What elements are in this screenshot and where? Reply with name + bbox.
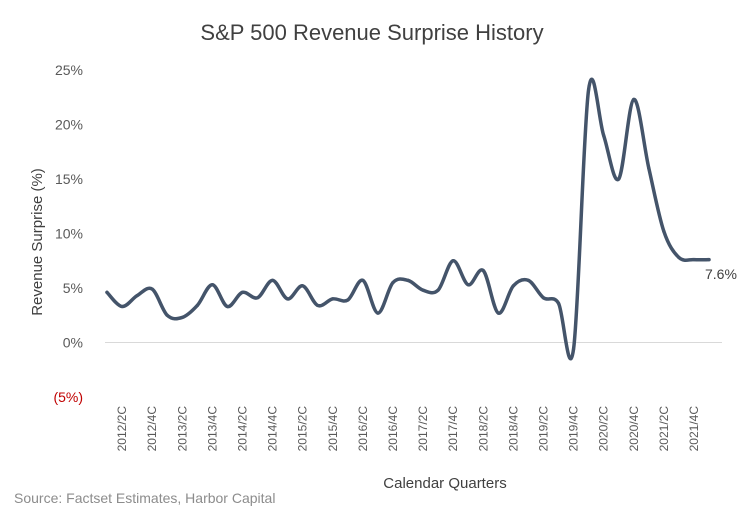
data-point — [286, 297, 290, 301]
data-point — [556, 301, 561, 305]
x-tick-label: 2017/2C — [416, 406, 430, 452]
chart-title: S&P 500 Revenue Surprise History — [200, 20, 543, 45]
series-line — [105, 77, 711, 361]
data-point — [301, 284, 305, 288]
y-tick-label: 5% — [63, 280, 83, 296]
x-tick-label: 2016/2C — [356, 406, 370, 452]
data-point — [180, 315, 184, 320]
data-point — [496, 311, 500, 315]
x-tick-label: 2012/4C — [145, 406, 159, 452]
data-point — [135, 294, 139, 298]
data-point — [451, 259, 455, 263]
x-tick-label: 2018/2C — [476, 406, 490, 452]
data-point — [376, 311, 380, 315]
x-tick-label: 2014/4C — [266, 406, 280, 452]
data-point — [210, 283, 214, 287]
data-point — [406, 278, 410, 282]
x-axis-label: Calendar Quarters — [383, 475, 506, 492]
data-point — [632, 97, 636, 102]
data-point — [240, 290, 245, 294]
x-tick-label: 2020/4C — [627, 406, 641, 452]
data-point — [391, 280, 395, 285]
data-point — [165, 313, 169, 317]
source-note: Source: Factset Estimates, Harbor Capita… — [14, 490, 275, 506]
y-tick-label: 20% — [55, 117, 83, 133]
x-tick-label: 2012/2C — [115, 406, 129, 452]
data-point — [511, 284, 515, 288]
x-tick-label: 2021/2C — [657, 406, 671, 452]
y-tick-label: 0% — [63, 335, 83, 351]
data-point — [677, 255, 681, 260]
x-tick-label: 2016/4C — [386, 406, 400, 452]
data-point — [541, 296, 546, 300]
data-point — [346, 298, 350, 302]
data-point — [120, 304, 124, 309]
data-point — [361, 278, 365, 282]
x-tick-label: 2015/4C — [326, 406, 340, 452]
data-point — [617, 177, 621, 181]
x-tick-label: 2015/2C — [296, 406, 310, 452]
data-point — [466, 283, 470, 287]
x-tick-label: 2021/4C — [687, 406, 701, 452]
data-point — [647, 166, 651, 170]
x-tick-label: 2020/2C — [597, 406, 611, 452]
y-tick-label: 25% — [55, 62, 83, 78]
x-tick-label: 2019/4C — [567, 406, 581, 452]
data-point — [105, 290, 109, 294]
data-point — [602, 133, 606, 137]
data-point — [436, 288, 440, 292]
x-tick-label: 2018/4C — [506, 406, 520, 452]
x-axis-ticks: 2012/2C 2012/4C 2013/2C 2013/4C 2014/2C 2014/… — [115, 406, 701, 452]
data-point — [316, 303, 320, 308]
data-point — [707, 258, 711, 262]
x-tick-label: 2013/2C — [175, 406, 189, 452]
end-value-label: 7.6% — [705, 266, 737, 282]
data-point — [481, 268, 485, 273]
x-tick-label: 2019/2C — [536, 406, 550, 452]
data-point — [571, 347, 576, 351]
x-tick-label: 2014/2C — [235, 406, 249, 452]
y-axis-label: Revenue Surprise (%) — [29, 168, 46, 316]
y-tick-label: (5%) — [53, 389, 83, 405]
data-point — [662, 229, 666, 233]
x-tick-label: 2017/4C — [446, 406, 460, 452]
y-tick-label: 15% — [55, 171, 83, 187]
data-points — [105, 88, 711, 351]
data-point — [255, 296, 260, 300]
data-point — [270, 278, 275, 282]
data-point — [692, 258, 696, 262]
y-axis-ticks: 25% 20% 15% 10% 5% 0% (5%) — [53, 62, 83, 405]
data-point — [526, 278, 531, 282]
data-point — [421, 288, 425, 292]
data-point — [225, 304, 229, 309]
y-tick-label: 10% — [55, 226, 83, 242]
data-point — [331, 297, 335, 301]
data-point — [195, 303, 199, 308]
data-point — [150, 287, 154, 291]
data-point — [587, 88, 591, 92]
x-tick-label: 2013/4C — [205, 406, 219, 452]
